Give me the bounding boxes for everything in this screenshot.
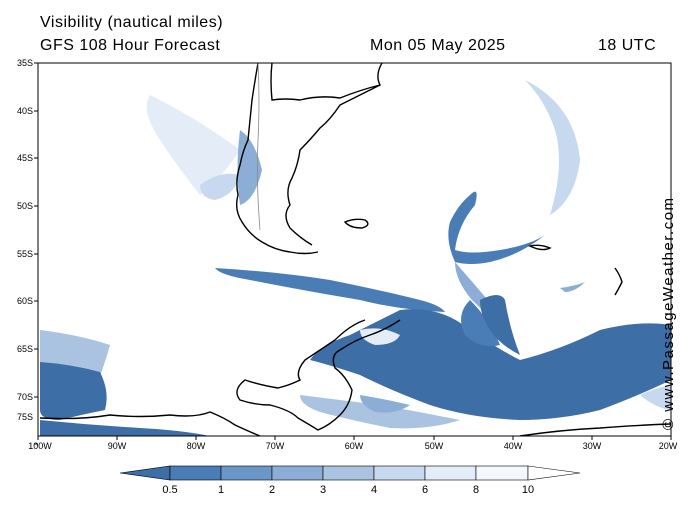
lat-tick-55s: 55S <box>17 249 38 259</box>
lon-tick-90w: 90W <box>108 436 127 451</box>
sandwich-islands <box>614 267 623 296</box>
svg-text:75S: 75S <box>17 412 33 422</box>
legend-label-2: 2 <box>269 484 275 496</box>
site-credit: © www.PassageWeather.com <box>660 196 677 430</box>
svg-text:100W: 100W <box>28 441 52 451</box>
lon-tick-20w: 20W <box>659 436 678 451</box>
svg-text:50W: 50W <box>425 441 444 451</box>
legend-swatch-1 <box>169 465 222 481</box>
lat-tick-75s: 75S <box>17 412 38 445</box>
svg-text:35S: 35S <box>17 58 33 68</box>
forecast-time: 18 UTC <box>598 37 657 54</box>
lon-tick-70w: 70W <box>266 436 285 451</box>
chile-argentina-border <box>256 63 261 231</box>
chile-coast <box>235 63 319 255</box>
svg-text:45S: 45S <box>17 153 33 163</box>
legend-label-8: 8 <box>473 484 479 496</box>
svg-text:70W: 70W <box>266 441 285 451</box>
legend-swatch-4 <box>322 465 375 481</box>
longitude-axis: 100W 90W 80W 70W 60W 50W 40W 30W 20W <box>28 436 678 451</box>
coastlines <box>39 63 671 436</box>
south-georgia <box>527 244 552 251</box>
legend-swatch-lowest <box>119 465 171 481</box>
lat-tick-60s: 60S <box>17 296 38 306</box>
svg-text:55S: 55S <box>17 249 33 259</box>
legend-swatch-7 <box>475 465 529 481</box>
lat-tick-35s: 35S <box>17 58 38 68</box>
legend-swatch-2 <box>220 465 273 481</box>
antarctic-peninsula <box>236 319 401 431</box>
lon-tick-80w: 80W <box>187 436 206 451</box>
lat-tick-70s: 70S <box>17 392 38 402</box>
legend-swatch-3 <box>271 465 324 481</box>
latitude-axis: 35S 40S 45S 50S 55S 60S 65S 70S 75S <box>17 58 38 445</box>
forecast-label: GFS 108 Hour Forecast <box>40 37 221 54</box>
lon-tick-100w: 100W <box>28 436 52 451</box>
legend-label-10: 10 <box>522 484 534 496</box>
legend-label-0-5: 0.5 <box>162 484 177 496</box>
svg-text:40S: 40S <box>17 106 33 116</box>
legend-swatch-highest <box>527 465 581 481</box>
svg-text:90W: 90W <box>108 441 127 451</box>
legend-swatch-5 <box>373 465 426 481</box>
lat-tick-50s: 50S <box>17 201 38 211</box>
lon-tick-60w: 60W <box>345 436 364 451</box>
lon-tick-30w: 30W <box>583 436 602 451</box>
legend-label-6: 6 <box>422 484 428 496</box>
svg-text:20W: 20W <box>659 441 678 451</box>
lat-tick-65s: 65S <box>17 344 38 354</box>
falkland-islands <box>343 218 369 229</box>
svg-text:30W: 30W <box>583 441 602 451</box>
svg-text:60W: 60W <box>345 441 364 451</box>
visibility-legend: 0.5 1 2 3 4 6 8 10 <box>119 465 581 496</box>
svg-text:40W: 40W <box>504 441 523 451</box>
legend-label-3: 3 <box>320 484 326 496</box>
antarctic-coast-east <box>519 423 671 436</box>
legend-label-4: 4 <box>371 484 377 496</box>
svg-text:60S: 60S <box>17 296 33 306</box>
lat-tick-40s: 40S <box>17 106 38 116</box>
lon-tick-40w: 40W <box>504 436 523 451</box>
svg-text:70S: 70S <box>17 392 33 402</box>
forecast-date: Mon 05 May 2025 <box>370 37 506 54</box>
map-title: Visibility (nautical miles) <box>40 14 224 31</box>
lon-tick-50w: 50W <box>425 436 444 451</box>
svg-text:50S: 50S <box>17 201 33 211</box>
svg-text:80W: 80W <box>187 441 206 451</box>
antarctic-coast <box>39 411 261 436</box>
lat-tick-45s: 45S <box>17 153 38 163</box>
svg-text:65S: 65S <box>17 344 33 354</box>
argentina-coast <box>270 63 383 246</box>
legend-label-1: 1 <box>218 484 224 496</box>
legend-swatch-6 <box>424 465 477 481</box>
